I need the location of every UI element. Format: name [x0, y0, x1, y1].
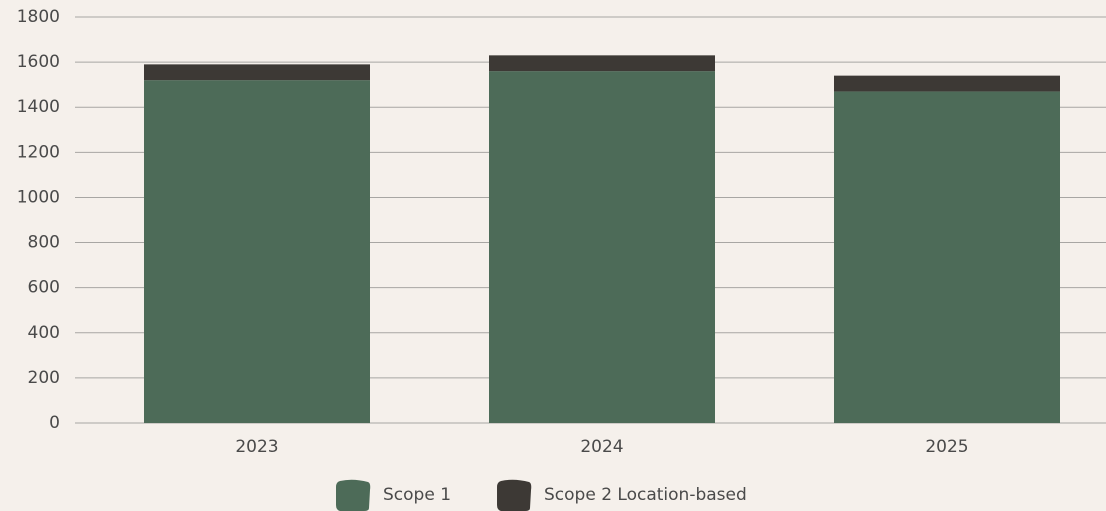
y-tick-label: 200: [28, 368, 60, 388]
y-tick-label: 400: [28, 323, 60, 343]
y-tick-label: 800: [28, 233, 60, 253]
bar-segment: [144, 64, 370, 81]
y-tick-label: 1600: [17, 52, 60, 72]
y-tick-label: 0: [49, 413, 60, 433]
y-tick-label: 1000: [17, 187, 60, 207]
legend-label: Scope 2 Location-based: [544, 485, 747, 505]
bar-segment: [834, 91, 1060, 423]
bar-segment: [144, 80, 370, 424]
y-tick-label: 1800: [17, 7, 60, 27]
legend-swatch: [497, 479, 532, 511]
bar-segment: [834, 75, 1060, 92]
legend-swatch: [336, 479, 371, 511]
bar-segment: [489, 71, 715, 423]
x-tick-label: 2023: [235, 437, 278, 457]
y-tick-label: 1400: [17, 97, 60, 117]
x-tick-label: 2025: [925, 437, 968, 457]
y-tick-label: 1200: [17, 142, 60, 162]
bar-segment: [489, 55, 715, 72]
x-tick-label: 2024: [580, 437, 623, 457]
y-tick-label: 600: [28, 278, 60, 298]
legend-label: Scope 1: [383, 485, 451, 505]
